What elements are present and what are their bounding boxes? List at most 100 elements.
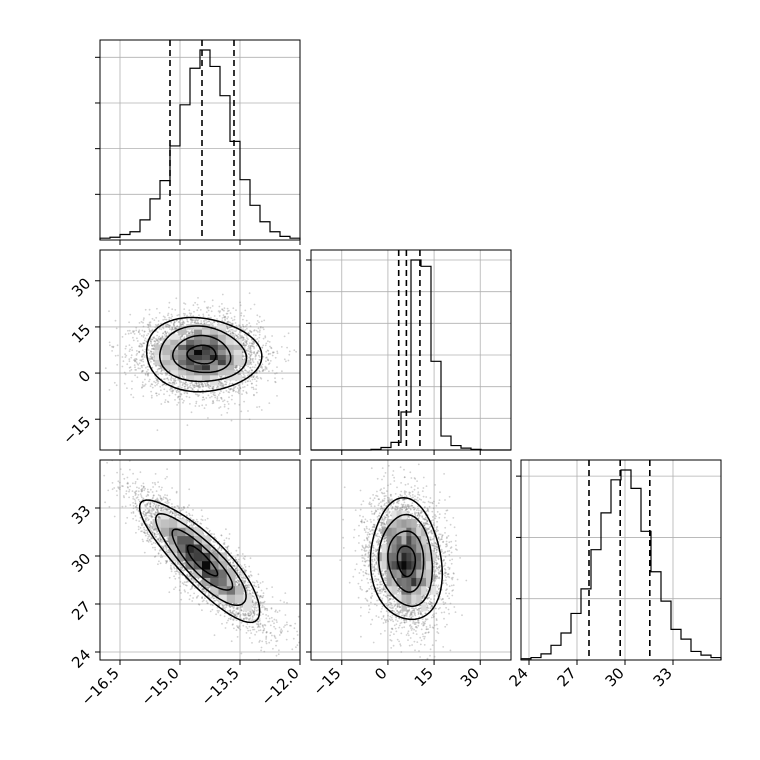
sample-point — [158, 367, 161, 370]
sample-point — [130, 346, 133, 349]
sample-point — [172, 389, 175, 392]
sample-point — [244, 344, 246, 346]
sample-point — [226, 310, 229, 312]
sample-point — [255, 376, 258, 379]
sample-point — [210, 310, 213, 313]
sample-point — [191, 383, 194, 386]
sample-point — [216, 318, 218, 320]
sample-point — [265, 368, 268, 370]
sample-point — [130, 332, 132, 335]
sample-point — [191, 388, 194, 390]
sample-point — [158, 341, 161, 343]
sample-point — [168, 370, 171, 373]
sample-point — [151, 366, 154, 369]
sample-point — [173, 379, 175, 382]
sample-point — [200, 383, 203, 386]
sample-point — [264, 336, 267, 339]
sample-point — [254, 334, 257, 337]
sample-point — [224, 316, 227, 319]
sample-point — [170, 317, 173, 319]
sample-point — [241, 369, 244, 372]
sample-point — [163, 334, 166, 336]
sample-point — [165, 332, 168, 335]
sample-point — [151, 317, 154, 320]
sample-point — [238, 367, 241, 370]
sample-point — [218, 380, 221, 383]
sample-point — [182, 323, 184, 326]
sample-point — [266, 358, 269, 361]
sample-point — [140, 359, 143, 361]
sample-point — [214, 396, 217, 399]
sample-point — [115, 384, 118, 387]
sample-point — [254, 372, 257, 374]
sample-point — [156, 324, 158, 327]
sample-point — [161, 335, 164, 337]
sample-point — [205, 311, 208, 313]
sample-point — [199, 309, 202, 311]
sample-point — [160, 369, 163, 372]
sample-point — [252, 376, 255, 378]
sample-point — [257, 377, 259, 380]
sample-point — [201, 385, 204, 388]
sample-point — [250, 361, 252, 364]
sample-point — [171, 308, 174, 311]
sample-point — [191, 332, 193, 335]
sample-point — [195, 382, 198, 385]
sample-point — [245, 335, 248, 337]
sample-point — [143, 317, 145, 320]
sample-point — [243, 376, 246, 379]
sample-point — [249, 325, 252, 328]
sample-point — [141, 344, 143, 346]
sample-point — [213, 315, 216, 317]
sample-point — [252, 361, 255, 364]
sample-point — [166, 325, 169, 328]
sample-point — [168, 326, 171, 329]
sample-point — [251, 351, 253, 354]
sample-point — [123, 371, 126, 374]
sample-point — [241, 351, 244, 354]
sample-point — [205, 397, 208, 399]
sample-point — [196, 393, 199, 396]
sample-point — [134, 366, 136, 369]
sample-point — [220, 375, 223, 378]
sample-point — [202, 383, 204, 386]
sample-point — [198, 384, 201, 386]
sample-point — [184, 313, 187, 315]
sample-point — [148, 321, 151, 324]
sample-point — [174, 380, 177, 382]
sample-point — [198, 383, 201, 386]
sample-point — [153, 359, 155, 362]
sample-point — [181, 398, 184, 401]
sample-point — [175, 327, 178, 330]
sample-point — [149, 355, 152, 358]
sample-point — [142, 321, 144, 324]
sample-point — [139, 359, 142, 362]
sample-point — [257, 363, 260, 365]
sample-point — [168, 332, 170, 335]
sample-point — [190, 319, 193, 322]
sample-point — [202, 392, 204, 394]
sample-point — [242, 376, 245, 378]
sample-point — [160, 367, 163, 370]
sample-point — [255, 354, 257, 357]
sample-point — [170, 390, 173, 393]
sample-point — [161, 369, 163, 371]
sample-point — [128, 366, 131, 369]
sample-point — [248, 356, 251, 359]
sample-point — [183, 376, 185, 378]
sample-point — [152, 336, 155, 339]
sample-point — [148, 344, 150, 346]
sample-point — [262, 344, 265, 347]
sample-point — [236, 336, 239, 339]
sample-point — [256, 352, 259, 355]
sample-point — [152, 347, 155, 350]
sample-point — [245, 341, 248, 344]
sample-point — [262, 369, 265, 371]
sample-point — [188, 309, 191, 312]
sample-point — [197, 306, 200, 309]
sample-point — [238, 384, 241, 386]
panel-frame — [99, 39, 301, 241]
sample-point — [238, 372, 241, 375]
sample-point — [150, 357, 153, 360]
sample-point — [234, 366, 237, 369]
